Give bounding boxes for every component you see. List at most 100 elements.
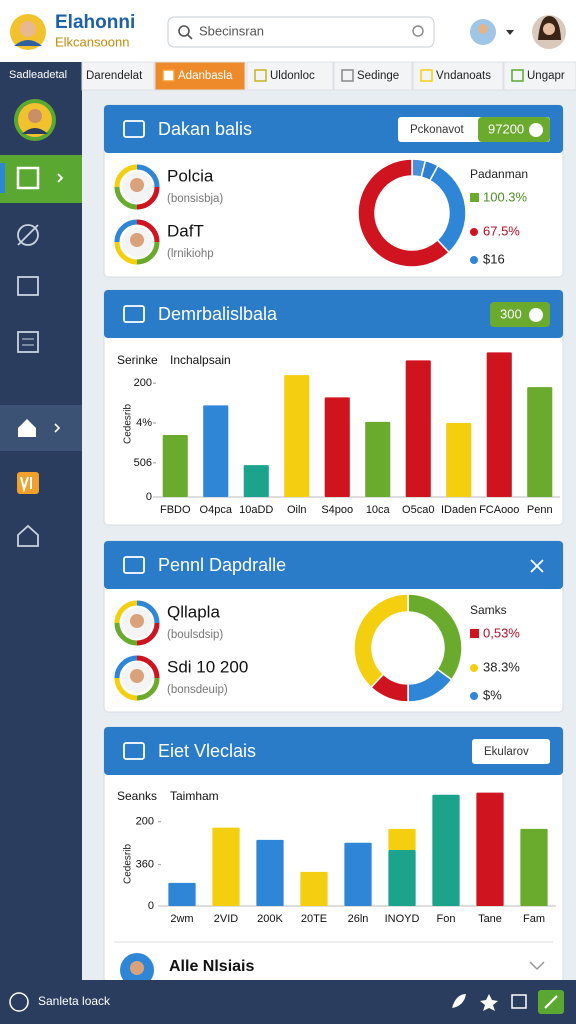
nav-icon[interactable] [17, 331, 39, 353]
card-icon [123, 556, 145, 574]
card-badge-value: 97200 [488, 121, 524, 136]
card-button-label: Pckonavot [410, 124, 465, 136]
card-title: Demrbalislbala [158, 304, 278, 324]
avatar-ring [136, 219, 160, 243]
legend-item: 38.3% [483, 659, 520, 674]
row-name: Sdi 10 200 [167, 657, 248, 676]
badge-arrow [529, 308, 543, 322]
legend-title: Samks [470, 603, 507, 617]
tab-icon [341, 69, 354, 82]
nav-icon[interactable] [17, 276, 39, 296]
nav-item-active[interactable] [0, 155, 82, 203]
y-axis-label: Cedesrib [123, 844, 134, 884]
tabs: Darendelat Adanbasla Uldonloc Sedinge Vndano… [81, 61, 576, 91]
x-tick-label: FBDO [160, 504, 191, 516]
cards: Dakan balis Pckonavot 97200 Polcia (bonsisbj… [103, 104, 564, 987]
search-button[interactable] [412, 25, 424, 37]
avatar-face [130, 233, 144, 247]
avatar-ring [114, 677, 138, 701]
card-button[interactable] [472, 739, 550, 764]
tab-icon [420, 69, 433, 82]
card-icon [123, 742, 145, 760]
bar [168, 882, 196, 906]
card-badge-value: 300 [500, 306, 522, 321]
x-tick-label: INOYD [385, 913, 420, 925]
card-header [104, 541, 563, 589]
avatar-ring [136, 186, 160, 210]
legend-dot [470, 228, 478, 236]
x-tick-label: O5ca0 [402, 504, 434, 516]
y-tick-label: 200 [136, 816, 154, 828]
y-tick-label: 506 [134, 457, 152, 469]
footer-icon[interactable] [9, 992, 29, 1012]
bar [256, 839, 284, 906]
x-tick-label: Oiln [287, 504, 307, 516]
tab-label: Sedinge [357, 70, 399, 82]
row-name: Polcia [167, 166, 214, 185]
x-tick-label: 10ca [366, 504, 391, 516]
nav-item-hover[interactable] [0, 405, 82, 451]
bar [476, 792, 504, 906]
home-icon [18, 419, 36, 437]
x-tick-label: 10aDD [239, 504, 273, 516]
tab-icon [254, 69, 267, 82]
x-tick-label: Fam [523, 913, 545, 925]
chart-subtitle: Inchalpsain [170, 353, 231, 367]
tab[interactable] [81, 61, 155, 91]
nav-icon[interactable] [17, 524, 39, 547]
tab[interactable] [246, 61, 334, 91]
card-icon [123, 305, 145, 323]
y-axis-label: Cedesrib [123, 404, 134, 444]
search-icon [187, 34, 193, 40]
star-icon[interactable] [480, 994, 498, 1011]
legend-title: Padanman [470, 167, 528, 181]
avatar-face [130, 614, 144, 628]
tab-icon [511, 69, 524, 82]
x-tick-label: Fon [437, 913, 456, 925]
avatar-ring [114, 622, 138, 646]
tab[interactable] [333, 61, 413, 91]
row-sub: (bonsdeuip) [167, 684, 228, 696]
bar [446, 423, 472, 497]
legend-dot [470, 692, 478, 700]
bar-stack [388, 828, 416, 850]
chevron[interactable] [529, 961, 545, 971]
logo-face [20, 21, 36, 37]
card-title: Dakan balis [158, 119, 252, 139]
avatar-body [22, 128, 48, 134]
x-tick-label: 26ln [348, 913, 369, 925]
row-sub: (boulsdsip) [167, 629, 223, 641]
footer-action-icon [544, 995, 558, 1009]
tab[interactable] [503, 61, 576, 91]
avatar-ring [114, 219, 138, 243]
search-box[interactable] [167, 16, 435, 48]
avatar-face [130, 178, 144, 192]
card-badge[interactable] [478, 117, 550, 142]
y-tick-label: 4% [136, 417, 152, 429]
bar [162, 434, 188, 497]
card-title: Pennl Dapdralle [158, 555, 286, 575]
nav-icon[interactable] [17, 472, 39, 494]
x-tick-label: FCAooo [479, 504, 519, 516]
close-icon[interactable] [530, 559, 544, 573]
nav-icon [17, 224, 39, 246]
dropdown-caret[interactable] [506, 30, 514, 35]
x-tick-label: 2VID [214, 913, 239, 925]
list-item-title[interactable]: Alle Nlsiais [169, 958, 254, 975]
legend-dot [470, 664, 478, 672]
bar [486, 352, 512, 497]
legend-item: 67.5% [483, 223, 520, 238]
tab-label: Ungapr [527, 70, 565, 82]
bar [520, 828, 548, 906]
footer-icon[interactable] [511, 994, 527, 1009]
tab[interactable] [412, 61, 504, 91]
legend-swatch [470, 629, 479, 638]
footer-icon[interactable] [452, 994, 466, 1008]
nav-icon[interactable] [17, 224, 39, 246]
bar [284, 375, 310, 497]
card-header [104, 290, 563, 338]
avatar-ring [114, 164, 138, 188]
bar [203, 405, 229, 497]
bar [300, 871, 328, 906]
